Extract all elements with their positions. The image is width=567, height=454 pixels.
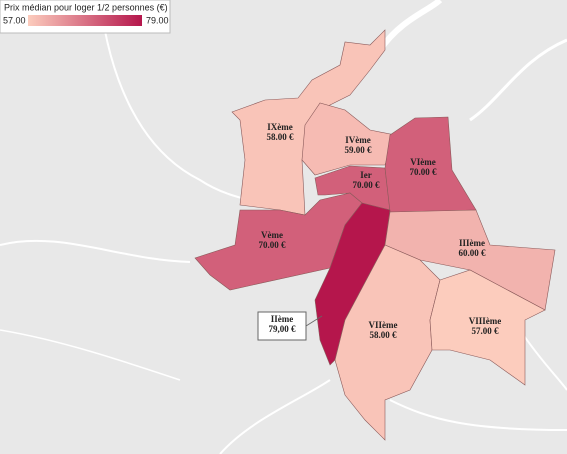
district-value: 79,00 € xyxy=(269,324,297,334)
district-value: 57.00 € xyxy=(472,326,500,336)
district-name: IVème xyxy=(345,135,371,145)
district-value: 59.00 € xyxy=(345,145,373,155)
district-name: Vème xyxy=(261,230,283,240)
district-name: IIIème xyxy=(459,238,485,248)
callout-box xyxy=(257,311,307,341)
district-name: Ier xyxy=(360,170,372,180)
district-value: 60.00 € xyxy=(459,248,487,258)
legend-min: 57.00 xyxy=(3,15,26,25)
district-value: 58.00 € xyxy=(370,330,398,340)
district-value: 70.00 € xyxy=(410,167,438,177)
district xyxy=(384,116,477,213)
leader-line xyxy=(305,315,323,327)
legend-gradient xyxy=(28,15,142,26)
legend-title: Prix médian pour loger 1/2 personnes (€) xyxy=(4,2,168,12)
district-name: VIIIème xyxy=(469,316,502,326)
district xyxy=(194,192,363,291)
district-value: 58.00 € xyxy=(267,132,295,142)
legend-max: 79.00 xyxy=(146,15,169,25)
districts xyxy=(194,29,556,441)
district-value: 70.00 € xyxy=(259,240,287,250)
district xyxy=(429,269,546,386)
district-value: 70.00 € xyxy=(353,180,381,190)
district-name: IXème xyxy=(267,122,293,132)
district-name: VIIème xyxy=(369,320,398,330)
district-name: IIème xyxy=(271,314,294,324)
district-name: VIème xyxy=(410,157,436,167)
